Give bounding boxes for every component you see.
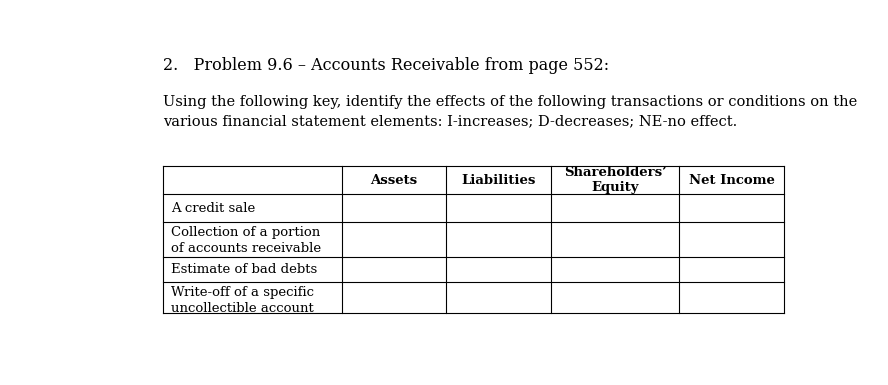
- Text: A credit sale: A credit sale: [170, 202, 255, 215]
- Text: Using the following key, identify the effects of the following transactions or c: Using the following key, identify the ef…: [163, 95, 857, 129]
- Text: Estimate of bad debts: Estimate of bad debts: [170, 263, 317, 276]
- Text: Collection of a portion
of accounts receivable: Collection of a portion of accounts rece…: [170, 226, 321, 255]
- Text: 2.   Problem 9.6 – Accounts Receivable from page 552:: 2. Problem 9.6 – Accounts Receivable fro…: [163, 57, 609, 74]
- Text: Shareholders’
Equity: Shareholders’ Equity: [564, 166, 667, 194]
- Text: Liabilities: Liabilities: [462, 174, 535, 187]
- Text: Net Income: Net Income: [689, 174, 774, 187]
- Text: Write-off of a specific
uncollectible account: Write-off of a specific uncollectible ac…: [170, 286, 313, 315]
- Text: Assets: Assets: [370, 174, 417, 187]
